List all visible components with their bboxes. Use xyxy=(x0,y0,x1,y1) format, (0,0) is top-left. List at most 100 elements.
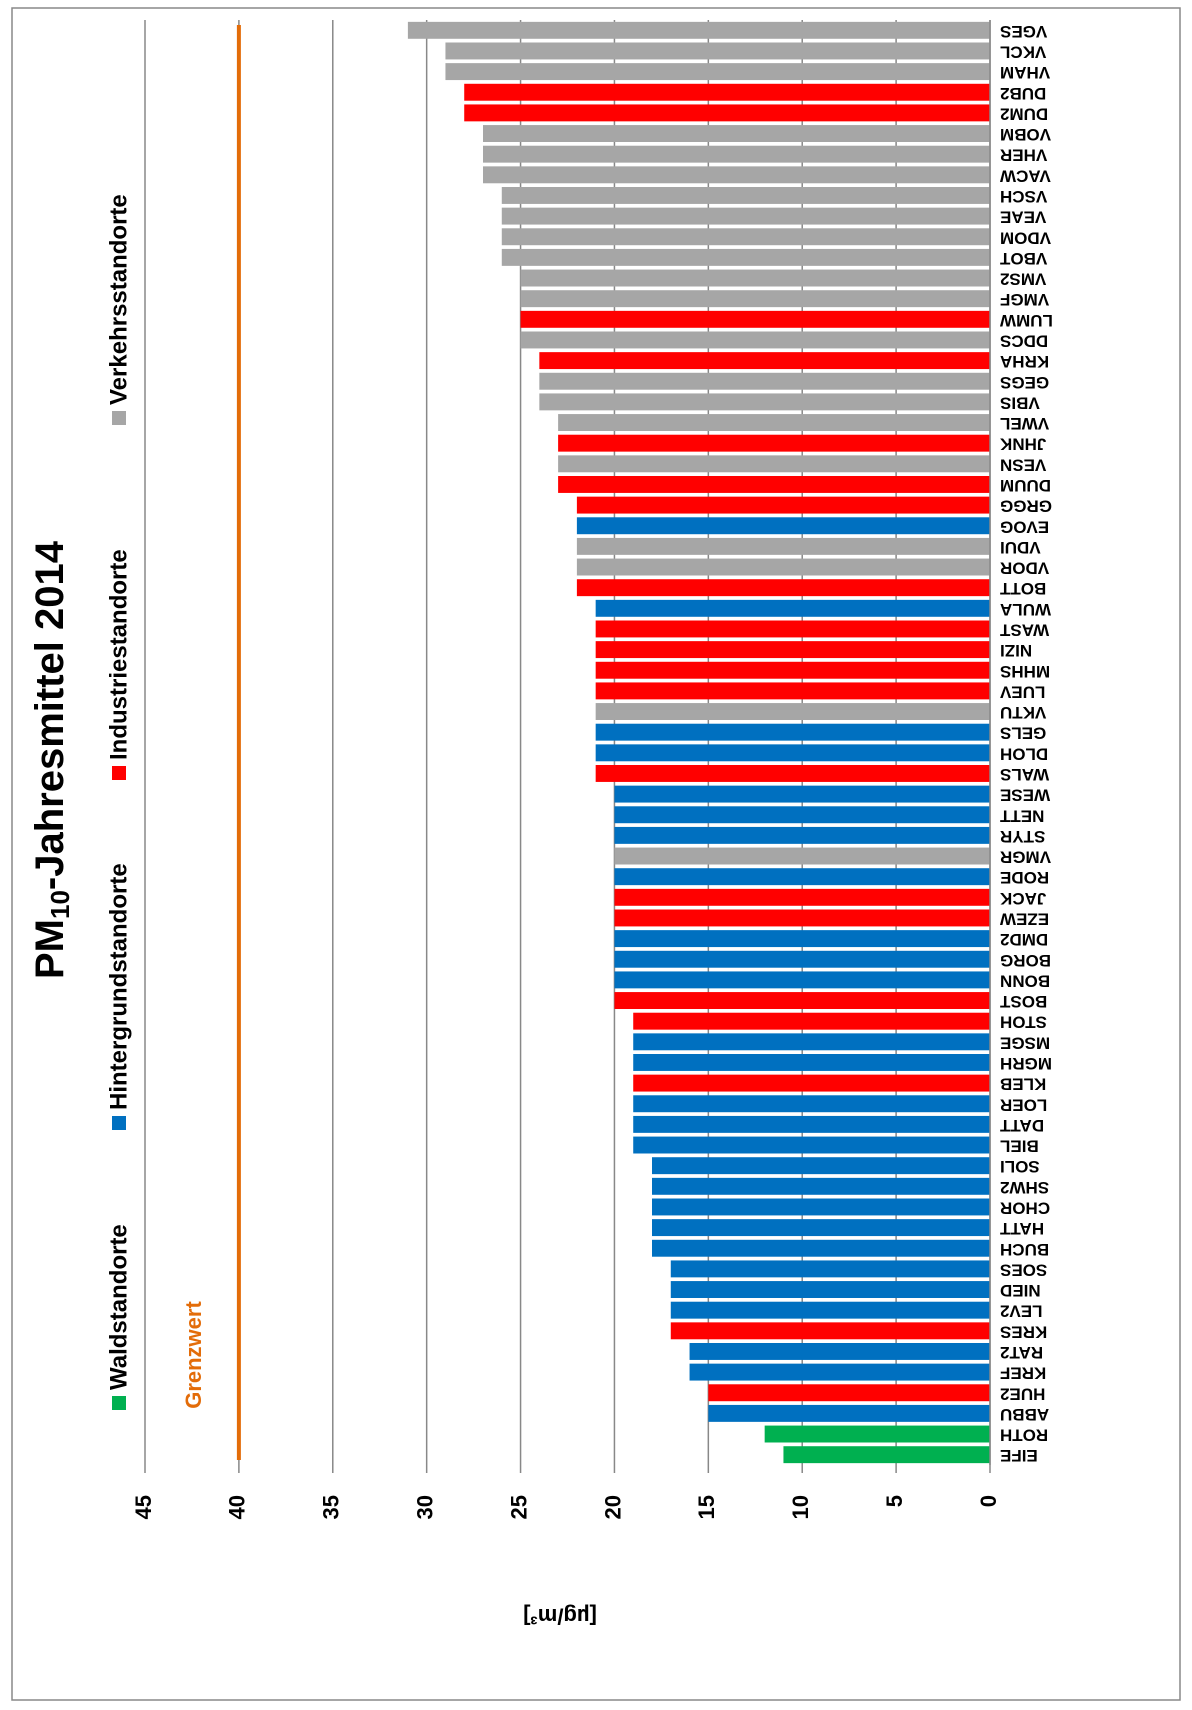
title-main: PM xyxy=(28,919,72,979)
bar xyxy=(520,310,990,328)
bar xyxy=(595,682,991,700)
bar xyxy=(595,641,991,659)
bar xyxy=(558,476,990,493)
x-tick-label: GRGG xyxy=(1000,497,1052,516)
bar xyxy=(670,1322,990,1340)
bar xyxy=(595,620,991,638)
bar xyxy=(708,1384,990,1402)
bar xyxy=(614,868,990,886)
bar xyxy=(614,930,990,948)
bar xyxy=(783,1446,991,1464)
x-tick-label: VESN xyxy=(1000,455,1046,474)
x-tick-label: KLEB xyxy=(1000,1075,1046,1094)
bar xyxy=(520,290,990,308)
bar xyxy=(633,1012,990,1030)
bar xyxy=(595,723,991,741)
bar xyxy=(652,1177,990,1195)
legend-swatch xyxy=(112,1116,126,1130)
x-tick-label: CHOR xyxy=(1000,1198,1050,1217)
bar xyxy=(558,434,990,452)
x-tick-label: SHW2 xyxy=(1000,1178,1049,1197)
x-tick-label: EIFE xyxy=(1000,1446,1038,1465)
bar xyxy=(689,1363,990,1381)
x-tick-label: VHAM xyxy=(1000,63,1050,82)
legend-label: Industriestandorte xyxy=(105,549,132,760)
bar xyxy=(539,393,990,411)
y-tick-label: 5 xyxy=(882,1495,907,1507)
bar xyxy=(595,765,991,782)
x-tick-label: VDOM xyxy=(1000,228,1051,247)
x-tick-label: NETT xyxy=(999,806,1044,825)
legend-label: Hintergrundstandorte xyxy=(105,863,132,1110)
x-tick-label: VMS2 xyxy=(1000,270,1046,289)
x-tick-label: KRES xyxy=(1000,1322,1047,1341)
bar xyxy=(633,1095,990,1113)
x-tick-label: GELS xyxy=(1000,724,1046,743)
bar xyxy=(445,42,990,60)
x-tick-label: LEV2 xyxy=(1000,1302,1043,1321)
x-tick-label: DLOH xyxy=(1000,744,1048,763)
y-tick-label: 40 xyxy=(225,1495,250,1519)
legend-swatch xyxy=(112,766,126,780)
bar xyxy=(501,248,990,266)
bar xyxy=(614,992,990,1009)
x-tick-label: HUE2 xyxy=(1000,1384,1045,1403)
x-tick-label: LUEV xyxy=(999,682,1045,701)
bar xyxy=(576,558,991,576)
x-tick-label: VEAE xyxy=(1000,208,1046,227)
y-tick-label: 30 xyxy=(412,1495,437,1519)
bar xyxy=(558,414,990,431)
bar xyxy=(652,1239,990,1257)
bar xyxy=(633,1115,990,1133)
bar xyxy=(633,1054,990,1071)
y-tick-label: 15 xyxy=(694,1495,719,1519)
legend-label: Waldstandorte xyxy=(105,1224,132,1390)
bar xyxy=(614,950,990,968)
bar xyxy=(501,207,990,225)
bar xyxy=(520,331,990,349)
x-tick-label: SOES xyxy=(1000,1260,1047,1279)
x-tick-label: MSGE xyxy=(1000,1033,1050,1052)
bar xyxy=(576,579,991,597)
x-tick-label: DUUM xyxy=(1000,476,1051,495)
bar xyxy=(614,888,990,906)
x-tick-label: ROTH xyxy=(1000,1426,1048,1445)
x-tick-label: WALS xyxy=(1000,765,1049,784)
x-tick-label: DUB2 xyxy=(1000,84,1046,103)
x-tick-label: VGES xyxy=(1000,22,1047,41)
bar xyxy=(576,517,991,535)
x-tick-label: HATT xyxy=(999,1219,1044,1238)
bar xyxy=(539,372,990,390)
title-rest: -Jahresmittel 2014 xyxy=(28,540,72,890)
bar xyxy=(483,145,990,163)
x-tick-label: VSCH xyxy=(1000,187,1047,206)
x-tick-label: MGRH xyxy=(1000,1054,1052,1073)
bar xyxy=(464,83,990,101)
bar xyxy=(614,971,990,989)
bar xyxy=(595,703,991,720)
x-tick-label: BIEL xyxy=(1000,1137,1039,1156)
x-tick-label: EZEW xyxy=(999,909,1049,928)
x-tick-label: DUM2 xyxy=(1000,104,1048,123)
x-tick-label: WAST xyxy=(999,620,1049,639)
bar xyxy=(576,537,991,555)
x-tick-label: BOTT xyxy=(999,579,1046,598)
bar xyxy=(633,1033,990,1051)
bar xyxy=(633,1074,990,1092)
limit-label: Grenzwert xyxy=(181,1301,206,1409)
x-tick-label: VMGF xyxy=(1000,290,1049,309)
legend-swatch xyxy=(112,1396,126,1410)
bar xyxy=(445,63,990,81)
x-tick-label: DDCS xyxy=(1000,331,1048,350)
x-tick-label: RODE xyxy=(1000,868,1049,887)
x-tick-label: GEGS xyxy=(1000,373,1049,392)
y-tick-label: 0 xyxy=(976,1495,1001,1507)
bar xyxy=(595,661,991,679)
bar xyxy=(483,166,990,184)
x-tick-label: STYR xyxy=(1000,827,1045,846)
x-tick-label: VDUI xyxy=(1000,538,1041,557)
bar xyxy=(652,1198,990,1216)
x-tick-label: VDOR xyxy=(1000,559,1049,578)
x-tick-label: VACW xyxy=(999,166,1051,185)
